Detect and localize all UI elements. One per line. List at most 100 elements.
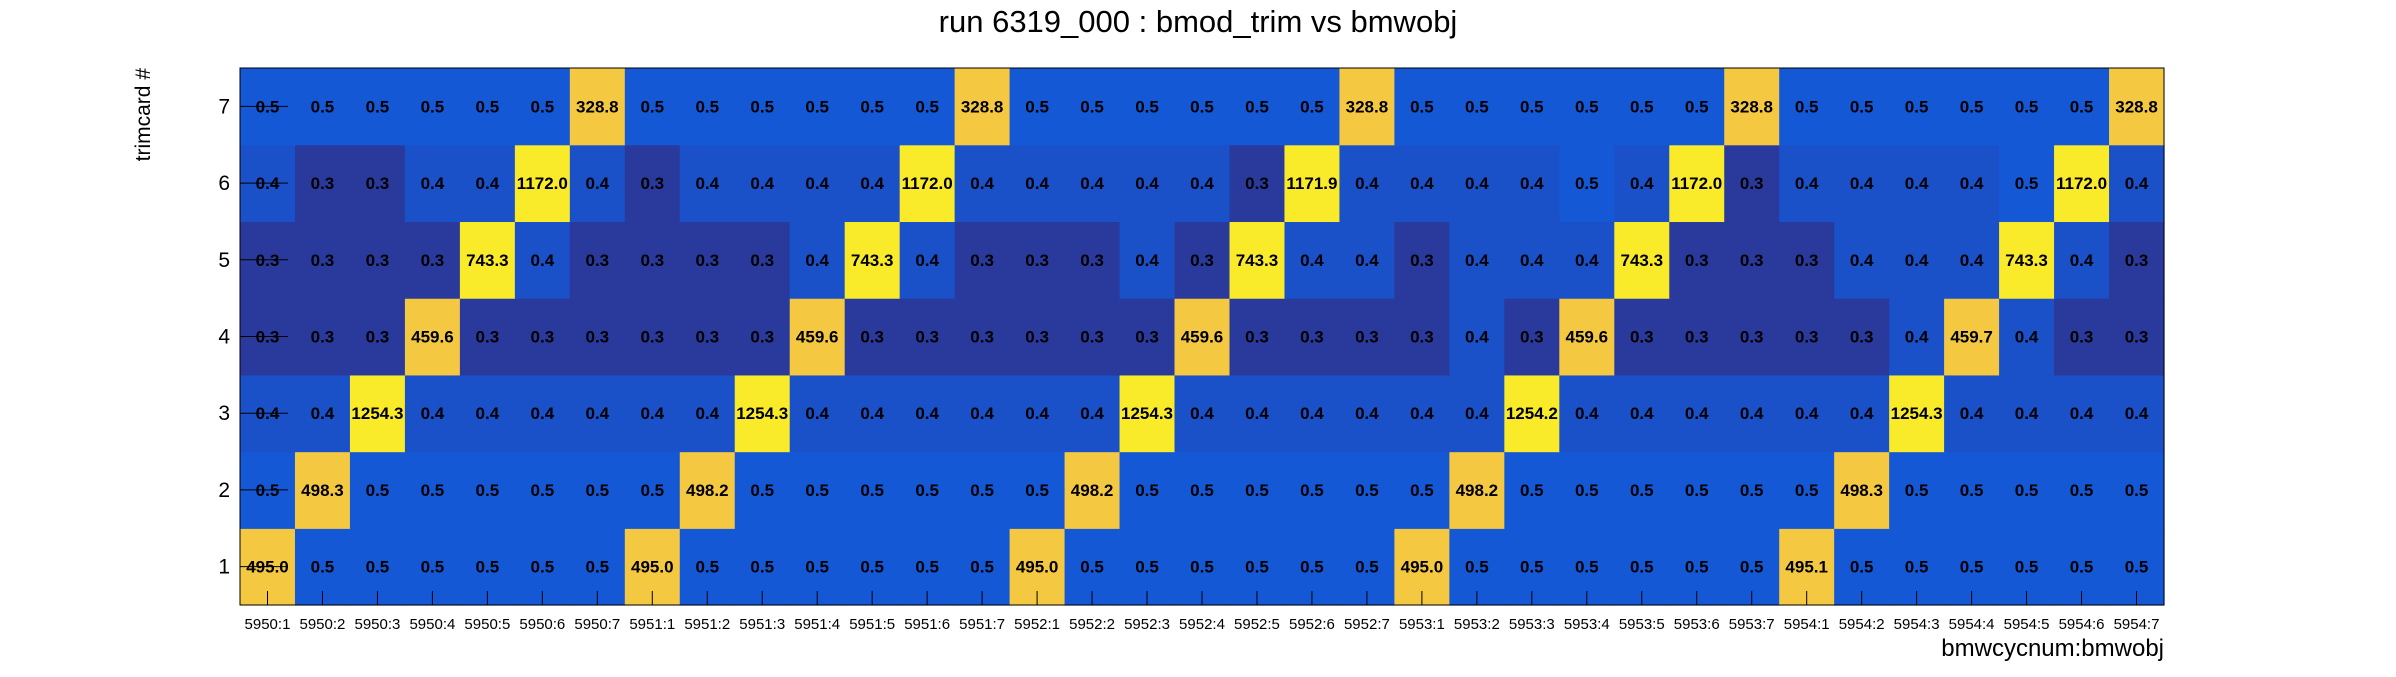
cell-value-label: 0.4 xyxy=(1080,174,1104,193)
cell-value-label: 0.5 xyxy=(585,558,609,577)
heatmap-cell xyxy=(2054,68,2110,146)
heatmap-cell xyxy=(1669,374,1725,453)
y-tick-label: 7 xyxy=(218,95,230,118)
heatmap-cell xyxy=(349,451,406,529)
heatmap-cell xyxy=(789,68,846,146)
x-tick-label: 5953:6 xyxy=(1674,616,1720,633)
heatmap-cell xyxy=(1944,221,2000,299)
heatmap-cell xyxy=(459,298,516,376)
y-axis-label: trimcard # xyxy=(132,68,155,162)
heatmap-cell xyxy=(1944,374,2000,453)
heatmap-cell xyxy=(1999,144,2055,223)
cell-value-label: 0.4 xyxy=(1465,328,1489,347)
cell-value-label: 0.5 xyxy=(476,481,500,500)
heatmap-cell xyxy=(1559,298,1615,376)
heatmap-cell xyxy=(624,68,681,146)
heatmap-cell xyxy=(1669,221,1725,299)
heatmap-cell xyxy=(1119,374,1176,453)
cell-value-label: 0.5 xyxy=(2125,481,2149,500)
heatmap-cell xyxy=(899,68,956,146)
cell-value-label: 0.4 xyxy=(531,251,555,270)
cell-value-label: 0.3 xyxy=(640,251,664,270)
x-tick-label: 5954:7 xyxy=(2114,616,2160,633)
x-tick-label: 5953:7 xyxy=(1729,616,1775,633)
cell-value-label: 0.4 xyxy=(1630,174,1654,193)
heatmap-cell xyxy=(1284,68,1341,146)
heatmap-cell xyxy=(1284,451,1341,529)
cell-value-label: 0.5 xyxy=(750,97,774,116)
heatmap-cell xyxy=(1834,451,1890,529)
cell-value-label: 0.4 xyxy=(476,174,500,193)
cell-value-label: 0.3 xyxy=(1630,328,1654,347)
x-tick-label: 5952:2 xyxy=(1069,616,1115,633)
heatmap-cell xyxy=(514,68,571,146)
x-tick-label: 5952:4 xyxy=(1179,616,1225,633)
heatmap-cell xyxy=(1174,451,1231,529)
cell-value-label: 328.8 xyxy=(2115,97,2158,116)
x-tick-label: 5950:2 xyxy=(300,616,346,633)
heatmap-cell xyxy=(899,451,956,529)
heatmap-cell xyxy=(1834,374,1890,453)
heatmap-cell xyxy=(1504,451,1560,529)
cell-value-label: 0.5 xyxy=(1190,481,1214,500)
heatmap-cell xyxy=(1394,68,1450,146)
cell-value-label: 0.4 xyxy=(695,174,719,193)
cell-value-label: 0.5 xyxy=(1630,558,1654,577)
heatmap-cell xyxy=(1504,144,1560,223)
cell-value-label: 0.3 xyxy=(421,251,445,270)
cell-value-label: 459.6 xyxy=(796,328,839,347)
heatmap-cell xyxy=(514,144,571,223)
heatmap-cell xyxy=(1504,221,1560,299)
heatmap-cell xyxy=(789,144,846,223)
heatmap-cell xyxy=(1504,68,1560,146)
cell-value-label: 0.5 xyxy=(695,558,719,577)
heatmap-cell xyxy=(2054,144,2110,223)
cell-value-label: 0.5 xyxy=(1575,481,1599,500)
cell-value-label: 459.7 xyxy=(1950,328,1993,347)
cell-value-label: 0.3 xyxy=(311,251,335,270)
cell-value-label: 0.5 xyxy=(1080,97,1104,116)
x-tick-label: 5952:1 xyxy=(1014,616,1060,633)
heatmap-cell xyxy=(624,298,681,376)
heatmap-cell xyxy=(1669,144,1725,223)
cell-value-label: 743.3 xyxy=(466,251,509,270)
cell-value-label: 0.5 xyxy=(1520,558,1544,577)
heatmap-cell xyxy=(459,221,516,299)
x-tick-label: 5954:6 xyxy=(2059,616,2105,633)
heatmap-cell xyxy=(1009,374,1066,453)
heatmap-cell xyxy=(844,451,901,529)
heatmap-cell xyxy=(569,144,626,223)
cell-value-label: 0.4 xyxy=(1355,251,1379,270)
cell-value-label: 0.3 xyxy=(970,251,994,270)
heatmap-cell xyxy=(1779,451,1835,529)
cell-value-label: 0.5 xyxy=(585,481,609,500)
x-tick-label: 5953:1 xyxy=(1399,616,1445,633)
cell-value-label: 0.5 xyxy=(2015,174,2039,193)
cell-value-label: 498.3 xyxy=(1840,481,1883,500)
heatmap-cell xyxy=(1999,221,2055,299)
heatmap-cell xyxy=(1064,451,1121,529)
cell-value-label: 0.3 xyxy=(1410,251,1434,270)
heatmap-cell xyxy=(1284,221,1341,299)
heatmap-cell xyxy=(1394,221,1450,299)
cell-value-label: 0.4 xyxy=(2125,404,2149,423)
y-tick-label: 4 xyxy=(218,326,230,349)
heatmap-cell xyxy=(1779,374,1835,453)
heatmap-cell xyxy=(1614,144,1670,223)
cell-value-label: 0.4 xyxy=(860,404,884,423)
cell-value-label: 0.5 xyxy=(1025,481,1049,500)
cell-value-label: 0.4 xyxy=(1135,174,1159,193)
heatmap-cell xyxy=(1944,451,2000,529)
cell-value-label: 0.5 xyxy=(970,481,994,500)
cell-value-label: 495.1 xyxy=(1785,558,1828,577)
cell-value-label: 0.5 xyxy=(476,97,500,116)
cell-value-label: 0.3 xyxy=(1025,328,1049,347)
cell-value-label: 0.4 xyxy=(1960,404,1984,423)
heatmap-cell xyxy=(954,221,1011,299)
heatmap-cell xyxy=(1284,298,1341,376)
cell-value-label: 0.5 xyxy=(1245,558,1269,577)
heatmap-cell xyxy=(1724,144,1780,223)
heatmap-cell xyxy=(1394,144,1450,223)
cell-value-label: 0.5 xyxy=(1685,558,1709,577)
heatmap-cell xyxy=(1009,144,1066,223)
